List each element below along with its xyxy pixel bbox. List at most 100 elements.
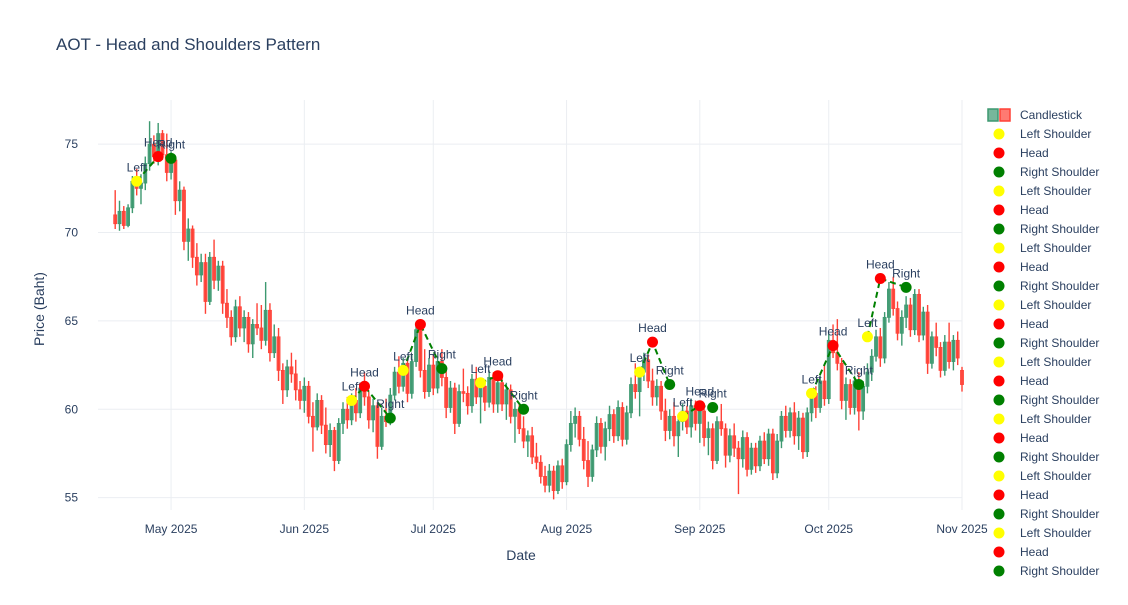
- legend-label: Left Shoulder: [1020, 526, 1091, 540]
- candle: [341, 402, 345, 435]
- legend-item-right-shoulder[interactable]: Right Shoulder: [993, 564, 1100, 578]
- legend-item-right-shoulder[interactable]: Right Shoulder: [993, 222, 1100, 236]
- candle: [190, 225, 195, 268]
- candle-body: [117, 210, 122, 225]
- candle: [766, 428, 771, 466]
- candle: [844, 377, 848, 420]
- head-marker: [359, 380, 371, 392]
- candle-body: [646, 359, 651, 382]
- candle: [749, 442, 754, 475]
- candle-body: [930, 336, 934, 364]
- legend-item-head[interactable]: Head: [993, 488, 1049, 502]
- left-shoulder-label: Left: [673, 395, 694, 409]
- legend-item-left-shoulder[interactable]: Left Shoulder: [993, 298, 1092, 312]
- candle-body: [727, 435, 732, 456]
- legend-label: Right Shoulder: [1020, 450, 1099, 464]
- head-marker: [152, 151, 164, 163]
- candle: [745, 432, 749, 477]
- candle: [818, 375, 823, 413]
- candle: [551, 465, 556, 500]
- legend-item-head[interactable]: Head: [993, 374, 1049, 388]
- candle: [543, 465, 547, 493]
- legend-item-left-shoulder[interactable]: Left Shoulder: [993, 355, 1092, 369]
- legend-item-head[interactable]: Head: [993, 317, 1049, 331]
- candle-body: [667, 415, 672, 431]
- legend-item-right-shoulder[interactable]: Right Shoulder: [993, 336, 1100, 350]
- candle: [289, 352, 294, 383]
- legend-label: Left Shoulder: [1020, 469, 1091, 483]
- candle: [521, 416, 526, 449]
- candle: [242, 310, 247, 343]
- candle: [564, 439, 569, 486]
- legend[interactable]: Candlestick Left Shoulder Head Right Should…: [987, 108, 1100, 578]
- candle-body: [770, 433, 775, 474]
- candle: [947, 322, 952, 369]
- candle-body: [126, 207, 130, 226]
- candle-body: [319, 400, 324, 426]
- legend-label: Head: [1020, 545, 1049, 559]
- legend-item-head[interactable]: Head: [993, 146, 1049, 160]
- candle: [801, 412, 805, 459]
- legend-label: Right Shoulder: [1020, 336, 1099, 350]
- legend-marker: [993, 147, 1005, 159]
- candle: [285, 359, 290, 397]
- x-tick-label: Sep 2025: [674, 522, 726, 536]
- legend-item-right-shoulder[interactable]: Right Shoulder: [993, 165, 1100, 179]
- legend-item-left-shoulder[interactable]: Left Shoulder: [993, 127, 1092, 141]
- legend-label: Right Shoulder: [1020, 165, 1099, 179]
- candle-body: [113, 214, 118, 225]
- candle-body: [960, 369, 964, 385]
- x-tick-label: Aug 2025: [541, 522, 593, 536]
- y-axis-title: Price (Baht): [31, 272, 47, 346]
- legend-item-head[interactable]: Head: [993, 431, 1049, 445]
- legend-item-head[interactable]: Head: [993, 260, 1049, 274]
- candle-body: [306, 385, 311, 417]
- legend-item-right-shoulder[interactable]: Right Shoulder: [993, 450, 1100, 464]
- legend-item-head[interactable]: Head: [993, 545, 1049, 559]
- head-label: Head: [638, 321, 667, 335]
- head-marker: [492, 370, 504, 382]
- candle-body: [225, 302, 229, 318]
- candle: [508, 384, 513, 424]
- candle-body: [942, 341, 947, 371]
- candle: [960, 366, 964, 392]
- candle: [955, 331, 960, 366]
- legend-item-right-shoulder[interactable]: Right Shoulder: [993, 393, 1100, 407]
- candle: [487, 370, 492, 408]
- candle: [560, 458, 565, 489]
- legend-label: Head: [1020, 488, 1049, 502]
- legend-marker: [993, 489, 1005, 501]
- legend-item-left-shoulder[interactable]: Left Shoulder: [993, 412, 1092, 426]
- candle: [775, 434, 780, 479]
- candle-body: [461, 391, 466, 394]
- legend-item-right-shoulder[interactable]: Right Shoulder: [993, 507, 1100, 521]
- legend-item-left-shoulder[interactable]: Left Shoulder: [993, 526, 1092, 540]
- candle-body: [250, 324, 255, 345]
- candle: [418, 324, 423, 378]
- candle: [229, 310, 234, 346]
- candle: [534, 442, 539, 470]
- legend-item-candlestick[interactable]: Candlestick: [987, 108, 1083, 122]
- legend-item-head[interactable]: Head: [993, 203, 1049, 217]
- candle-body: [242, 316, 247, 329]
- legend-label: Right Shoulder: [1020, 279, 1099, 293]
- legend-item-left-shoulder[interactable]: Left Shoulder: [993, 469, 1092, 483]
- left-shoulder-label: Left: [471, 362, 492, 376]
- candle: [667, 409, 672, 440]
- legend-label: Left Shoulder: [1020, 355, 1091, 369]
- candle-body: [865, 371, 870, 387]
- candle: [611, 409, 616, 443]
- legend-label: Head: [1020, 431, 1049, 445]
- candle: [654, 379, 659, 406]
- legend-item-right-shoulder[interactable]: Right Shoulder: [993, 279, 1100, 293]
- legend-item-left-shoulder[interactable]: Left Shoulder: [993, 241, 1092, 255]
- head-label: Head: [350, 365, 379, 379]
- legend-item-left-shoulder[interactable]: Left Shoulder: [993, 184, 1092, 198]
- candle: [788, 407, 792, 438]
- candle-body: [951, 339, 956, 362]
- candle: [951, 335, 956, 371]
- candle: [727, 428, 732, 463]
